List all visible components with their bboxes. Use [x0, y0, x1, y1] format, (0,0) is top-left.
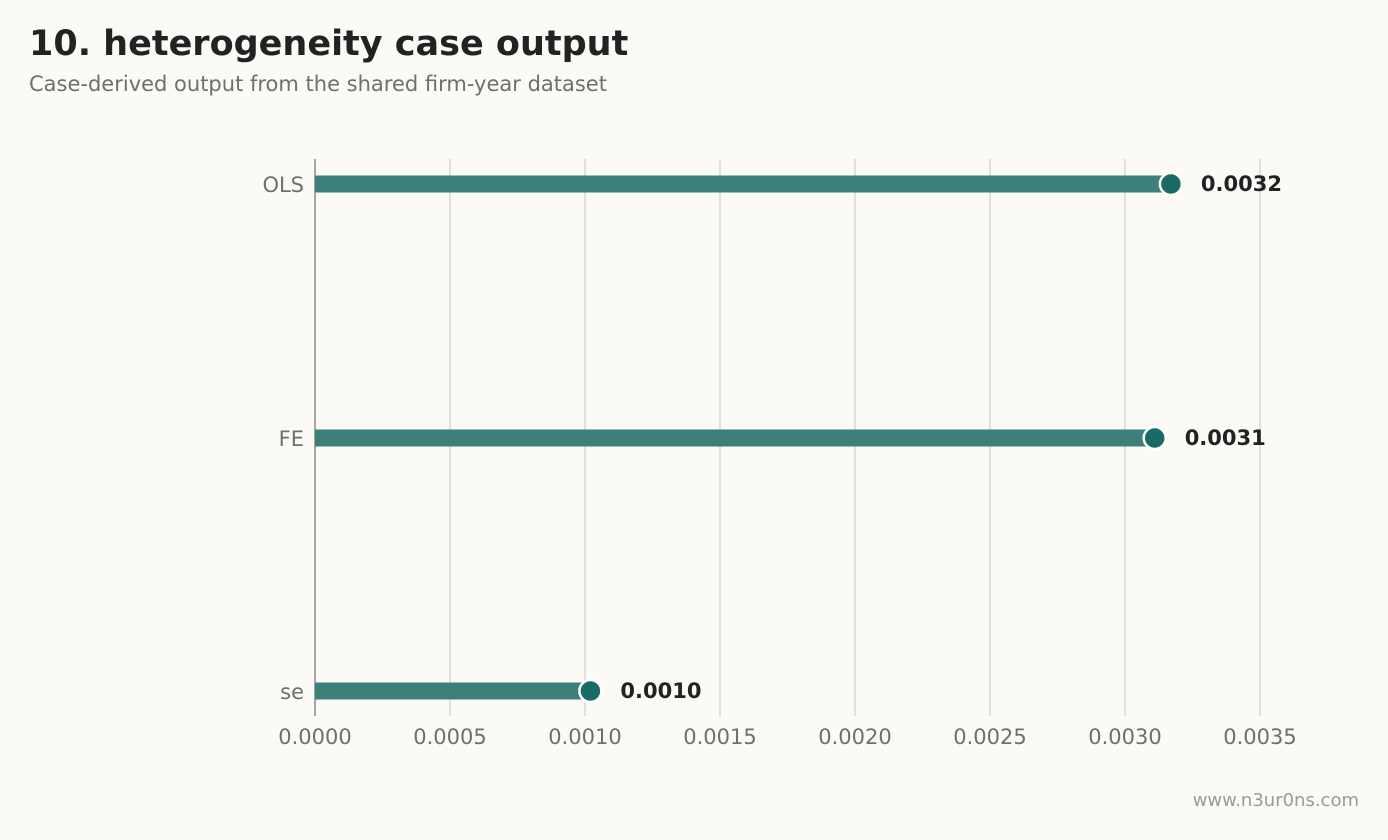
bar-layer [315, 171, 1184, 704]
x-tick-label: 0.0010 [548, 725, 621, 749]
x-tick-label: 0.0030 [1088, 725, 1161, 749]
chart-subtitle: Case-derived output from the shared firm… [29, 72, 607, 96]
x-tick-label: 0.0025 [953, 725, 1026, 749]
x-tick-label: 0.0020 [818, 725, 891, 749]
x-tick-label: 0.0035 [1223, 725, 1296, 749]
label-layer: 0.0000 0.0005 0.0010 0.0015 0.0020 0.0025 0.00… [262, 172, 1296, 749]
y-category-label: OLS [262, 173, 304, 197]
value-label: 0.0010 [620, 679, 701, 703]
x-tick-label: 0.0015 [683, 725, 756, 749]
dot-fe [1142, 425, 1167, 451]
y-category-label: FE [279, 427, 304, 451]
value-label: 0.0032 [1201, 172, 1282, 196]
y-category-label: se [280, 680, 304, 704]
dot-se [578, 678, 603, 704]
dot-ols [1158, 171, 1184, 197]
watermark: www.n3ur0ns.com [1192, 790, 1359, 811]
x-tick-label: 0.0005 [413, 725, 486, 749]
bar-ols [315, 175, 1171, 193]
x-tick-label: 0.0000 [278, 725, 351, 749]
bar-fe [315, 429, 1155, 447]
value-label: 0.0031 [1185, 426, 1266, 450]
bar-se [315, 682, 591, 700]
chart-title: 10. heterogeneity case output [29, 24, 629, 64]
